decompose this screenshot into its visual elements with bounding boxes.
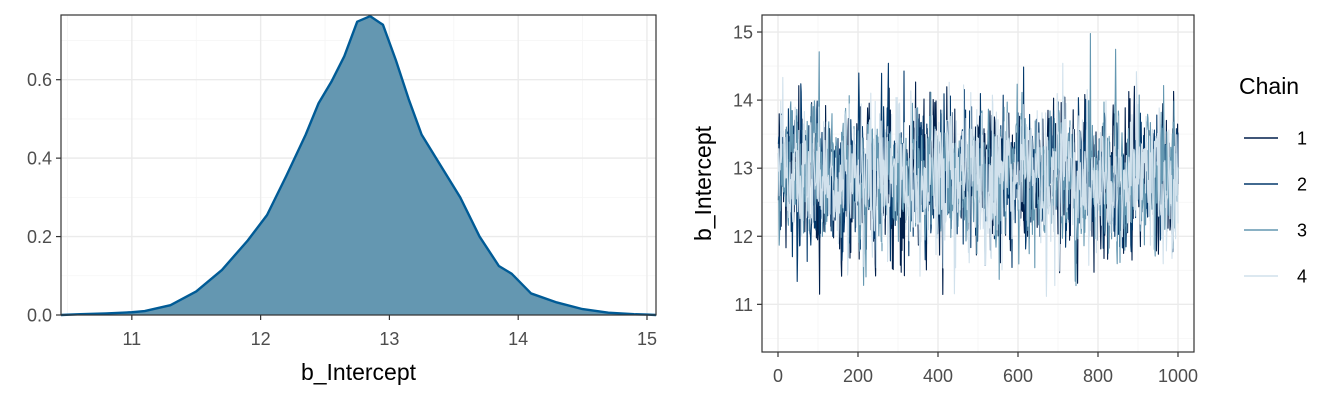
- density-panel: 11 12 13 14 15 0.0 0.2 0.4 0.6 b_Intercept: [27, 14, 657, 385]
- density-axis-ticks: 11 12 13 14 15 0.0 0.2 0.4 0.6: [27, 70, 657, 349]
- x-tick-label: 600: [1003, 366, 1033, 386]
- trace-axis-ticks: 0 200 400 600 800 1000 11 12 13 14 15: [733, 23, 1198, 386]
- trace-panel-border: [761, 14, 1195, 353]
- legend-label-chain-3: 3: [1297, 221, 1307, 241]
- x-tick-label: 14: [508, 329, 528, 349]
- x-tick-label: 15: [637, 329, 657, 349]
- y-tick-label: 0.4: [27, 149, 52, 169]
- y-tick-label: 12: [733, 227, 753, 247]
- legend-label-chain-4: 4: [1297, 267, 1307, 287]
- x-tick-label: 200: [843, 366, 873, 386]
- trace-panel: 0 200 400 600 800 1000 11 12 13 14 15 b_Intercept: [690, 14, 1198, 386]
- y-tick-label: 15: [733, 23, 753, 43]
- legend-items: 1 2 3 4: [1244, 129, 1307, 287]
- trace-line-chain-4: [777, 62, 1179, 297]
- density-panel-border: [60, 14, 657, 316]
- density-area: [61, 16, 656, 316]
- x-tick-label: 400: [923, 366, 953, 386]
- x-tick-label: 11: [122, 329, 141, 349]
- y-tick-label: 0.0: [27, 306, 52, 326]
- y-tick-label: 0.6: [27, 70, 52, 90]
- legend-label-chain-1: 1: [1297, 129, 1307, 149]
- legend-label-chain-2: 2: [1297, 175, 1307, 195]
- y-tick-label: 13: [733, 159, 753, 179]
- y-tick-label: 14: [733, 91, 753, 111]
- density-x-axis-title: b_Intercept: [301, 359, 417, 385]
- trace-y-axis-title: b_Intercept: [690, 125, 716, 241]
- density-line: [60, 14, 657, 317]
- x-tick-label: 800: [1083, 366, 1113, 386]
- x-tick-label: 1000: [1158, 366, 1198, 386]
- chain-legend: Chain 1 2 3 4: [1239, 73, 1307, 287]
- y-tick-label: 11: [734, 295, 753, 315]
- legend-title: Chain: [1239, 73, 1299, 99]
- x-tick-label: 12: [251, 329, 271, 349]
- y-tick-label: 0.2: [27, 227, 52, 247]
- trace-lines: [777, 32, 1179, 297]
- x-tick-label: 0: [773, 366, 783, 386]
- x-tick-label: 13: [379, 329, 399, 349]
